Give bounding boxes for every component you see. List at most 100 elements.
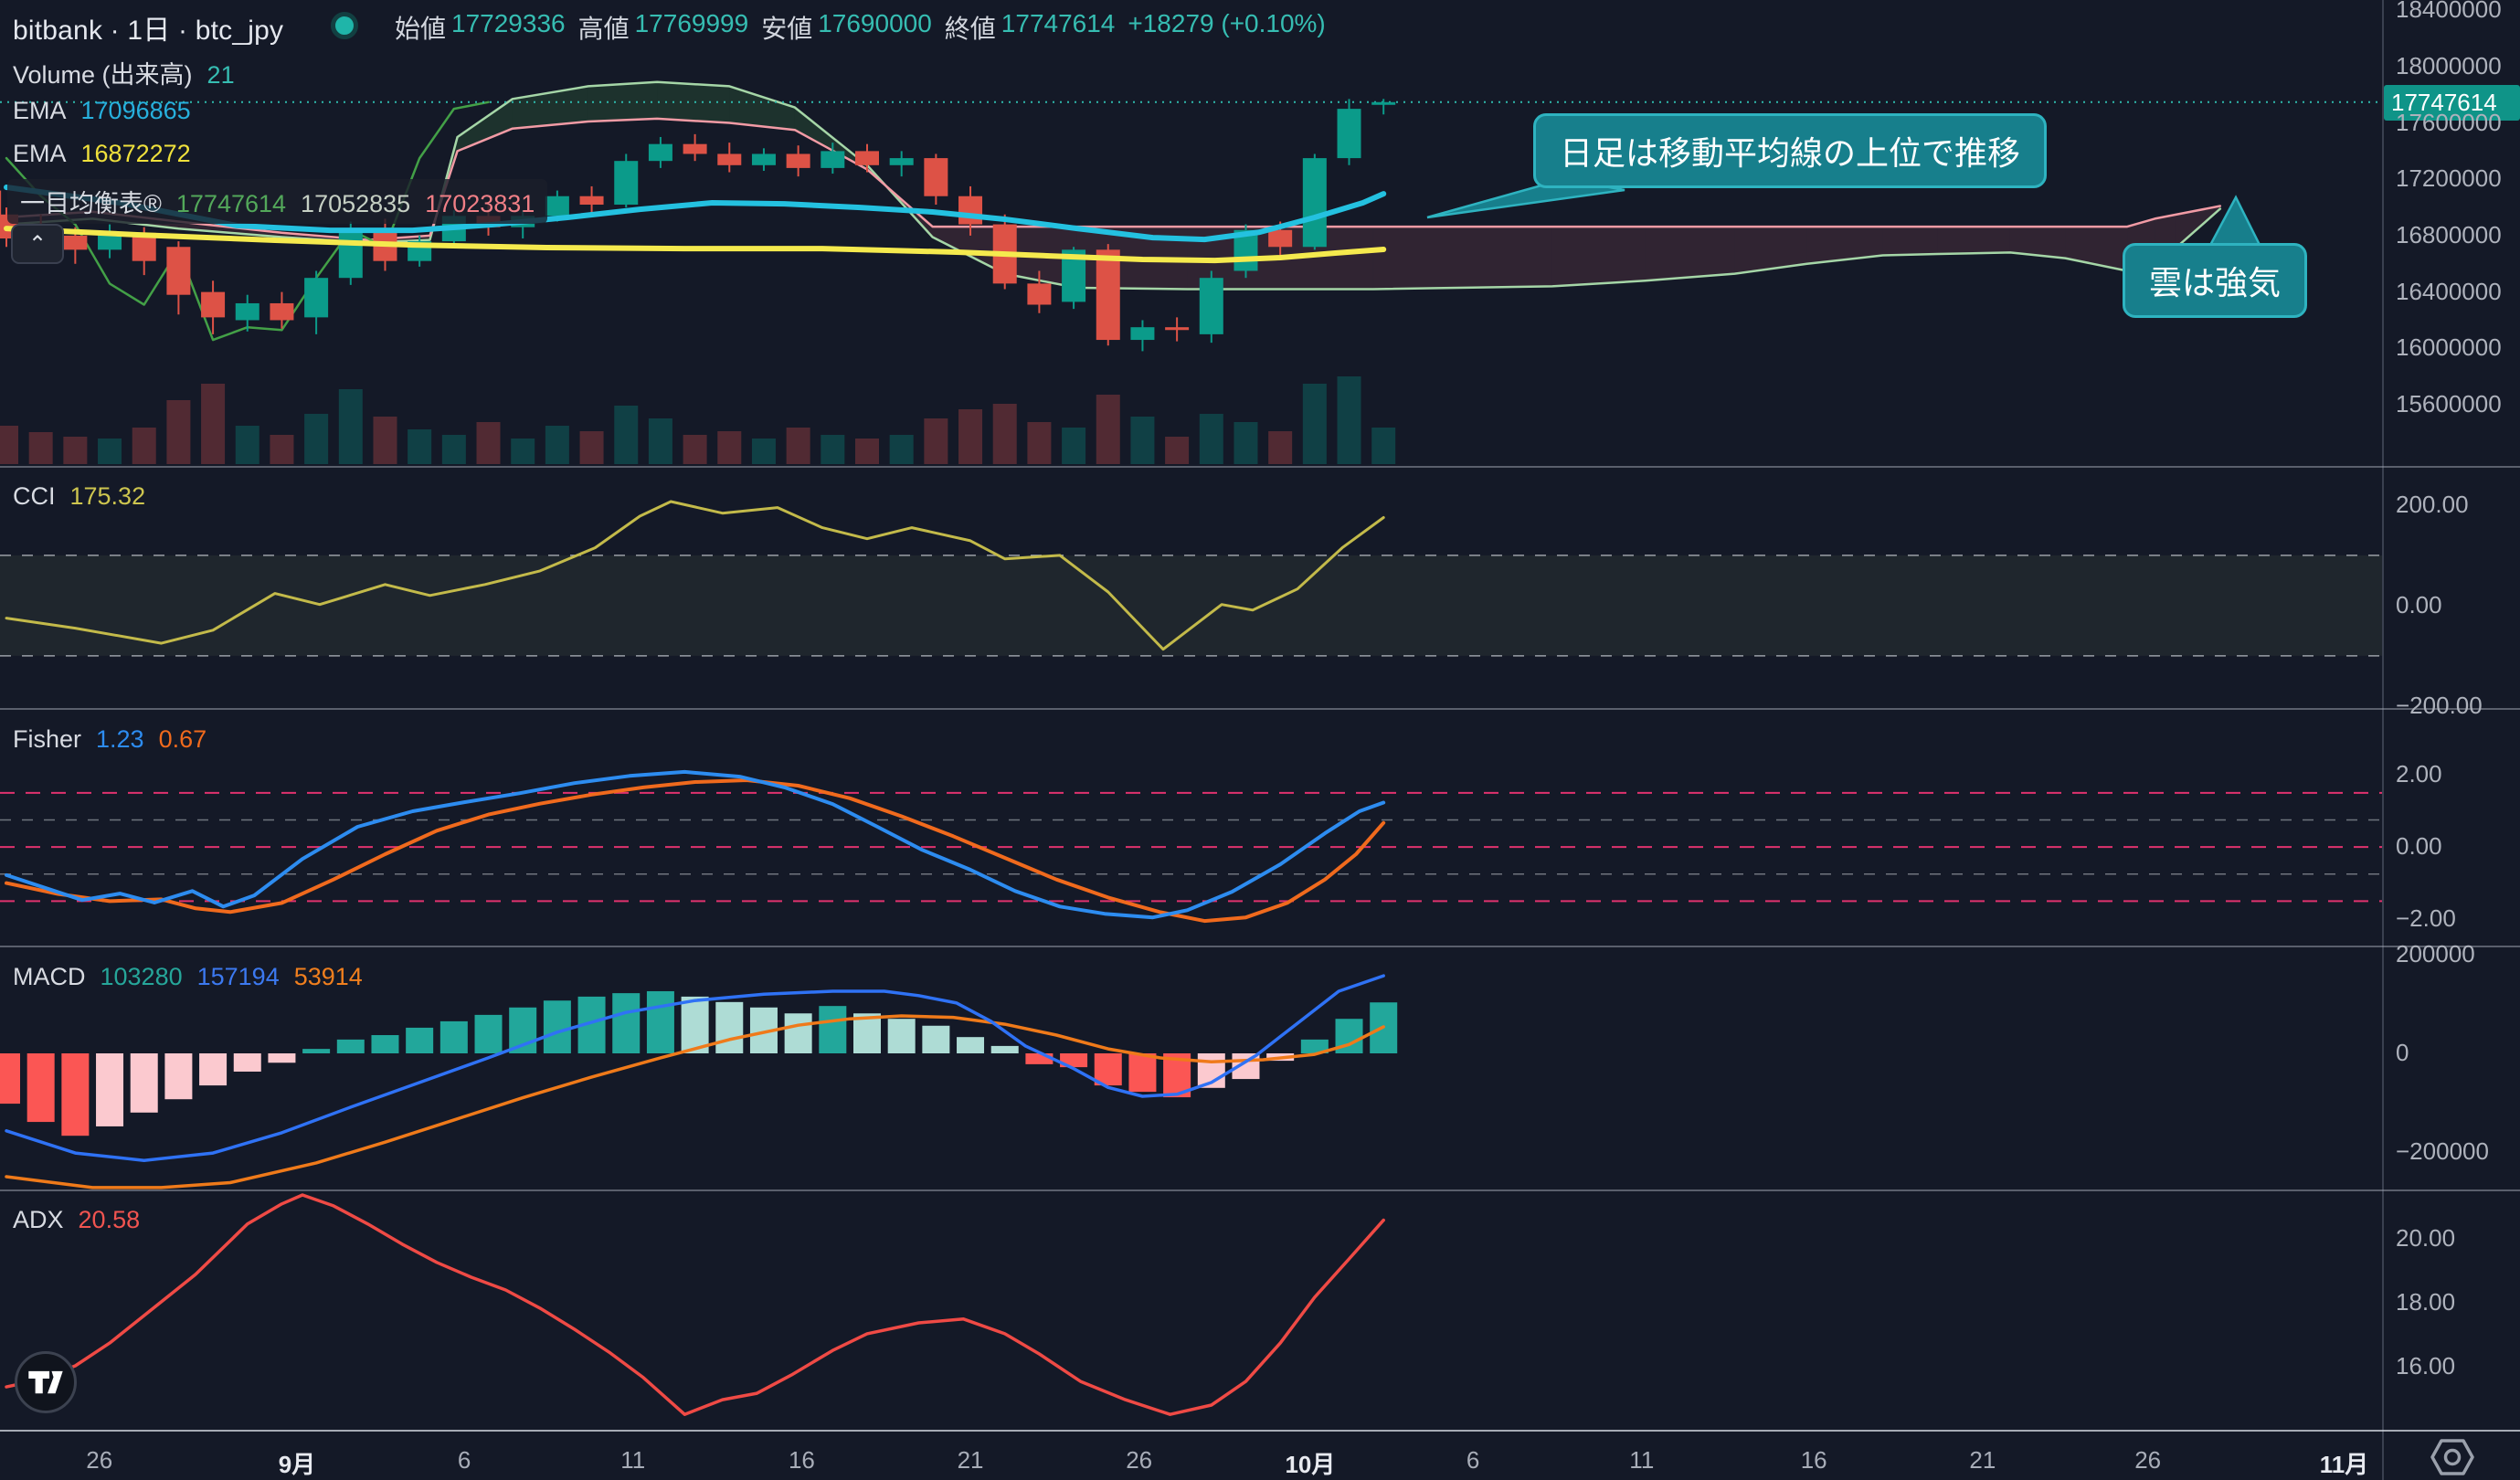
macd-histogram-bar (439, 1020, 468, 1054)
macd-axis-label[interactable]: −200000 (2396, 1137, 2489, 1165)
legend-collapse-button[interactable]: ⌃ (11, 224, 64, 264)
time-axis-label[interactable]: 11 (1629, 1446, 1655, 1474)
ichimoku-lead2-line (5, 117, 2222, 241)
time-axis-label[interactable]: 6 (1466, 1446, 1480, 1474)
close-value: 17747614 (1001, 9, 1116, 37)
volume-bar (924, 418, 948, 464)
low-label: 安値 (761, 15, 813, 43)
adx-axis-label[interactable]: 16.00 (2396, 1352, 2456, 1380)
time-axis-label[interactable]: 11 (620, 1446, 646, 1474)
macd-histogram-bar (26, 1053, 55, 1123)
macd-histogram-bar (853, 1013, 881, 1054)
time-axis-label[interactable]: 16 (1800, 1446, 1827, 1474)
cci-legend[interactable]: CCI 175.32 (13, 482, 145, 511)
candle-body (1302, 158, 1327, 248)
adx-axis-label[interactable]: 20.00 (2396, 1223, 2456, 1252)
time-axis-label[interactable]: 21 (957, 1446, 984, 1474)
time-axis-label[interactable]: 9月 (278, 1451, 316, 1478)
volume-bar (821, 435, 845, 464)
callout-ma-note[interactable]: 日足は移動平均線の上位で推移 (1533, 113, 2048, 188)
time-axis-label[interactable]: 6 (457, 1446, 471, 1474)
fisher-label: Fisher (13, 725, 82, 753)
macd-hist-value: 103280 (100, 963, 183, 990)
time-axis-divider[interactable] (0, 1430, 2520, 1432)
macd-histogram-bar (612, 993, 641, 1054)
time-axis-label[interactable]: 26 (1126, 1446, 1153, 1474)
time-axis-label[interactable]: 11月 (2319, 1451, 2369, 1478)
macd-legend[interactable]: MACD 103280 157194 53914 (13, 963, 363, 991)
pane-divider[interactable] (0, 466, 2520, 468)
ema-slow-legend[interactable]: EMA 16872272 (13, 140, 191, 168)
volume-bar (683, 435, 707, 464)
pane-divider[interactable] (0, 1189, 2520, 1191)
time-axis-label[interactable]: 16 (788, 1446, 815, 1474)
volume-bar (63, 437, 88, 464)
macd-histogram-bar (199, 1053, 228, 1086)
volume-bar (648, 418, 672, 464)
time-axis-label[interactable]: 26 (86, 1446, 113, 1474)
candle-body (924, 158, 948, 196)
fisher-axis-label[interactable]: 2.00 (2396, 760, 2442, 788)
candle-body (545, 196, 569, 217)
volume-bar (579, 431, 604, 464)
fisher-legend[interactable]: Fisher 1.23 0.67 (13, 725, 206, 754)
market-status-icon[interactable] (331, 12, 358, 39)
macd-histogram-bar (96, 1053, 124, 1126)
axis-settings-gear-icon[interactable] (2429, 1434, 2476, 1480)
ema-fast-legend[interactable]: EMA 17096865 (13, 97, 191, 125)
ichimoku-legend[interactable]: 一目均衡表® 17747614 17052835 17023831 (7, 179, 548, 224)
fisher-value: 1.23 (96, 725, 144, 753)
cci-axis-label[interactable]: −200.00 (2396, 691, 2483, 719)
time-axis-label[interactable]: 21 (1969, 1446, 1996, 1474)
main-axis-label[interactable]: 18400000 (2396, 0, 2502, 24)
volume-bar (992, 404, 1017, 464)
symbol-title[interactable]: bitbank · 1日 · btc_jpy (13, 16, 284, 46)
macd-histogram-bar (1300, 1039, 1329, 1054)
fisher-axis-label[interactable]: 0.00 (2396, 832, 2442, 861)
main-axis-label[interactable]: 16400000 (2396, 277, 2502, 305)
high-value: 17769999 (634, 9, 749, 37)
volume-bar (717, 431, 742, 464)
fisher-axis-label[interactable]: −2.00 (2396, 904, 2456, 933)
main-axis-label[interactable]: 15600000 (2396, 390, 2502, 418)
ichimoku-cloud (729, 86, 795, 131)
adx-legend[interactable]: ADX 20.58 (13, 1206, 140, 1234)
tradingview-logo[interactable] (15, 1351, 77, 1413)
candle-body (1130, 327, 1155, 341)
volume-legend[interactable]: Volume (出来高) 21 (13, 55, 235, 90)
ema-fast-value: 17096865 (80, 97, 191, 124)
candle-body (201, 291, 226, 318)
cci-value: 175.32 (69, 482, 146, 510)
macd-histogram-bar (406, 1027, 434, 1054)
candle-body (1268, 229, 1293, 248)
macd-line (5, 974, 1385, 1162)
main-axis-label[interactable]: 17200000 (2396, 164, 2502, 193)
volume-bar (958, 409, 983, 464)
main-axis-label[interactable]: 18000000 (2396, 51, 2502, 79)
volume-bar (201, 384, 226, 464)
macd-axis-label[interactable]: 0 (2396, 1039, 2409, 1066)
fisher-trigger-line (5, 778, 1386, 924)
macd-axis-label[interactable]: 200000 (2396, 939, 2475, 967)
volume-bar (132, 428, 156, 464)
volume-bar (511, 439, 535, 464)
macd-histogram-bar (474, 1014, 503, 1054)
adx-axis-label[interactable]: 18.00 (2396, 1287, 2456, 1316)
candle-body (98, 232, 122, 250)
close-label: 終値 (944, 15, 996, 43)
cci-axis-label[interactable]: 200.00 (2396, 490, 2469, 518)
main-axis-label[interactable]: 16800000 (2396, 220, 2502, 248)
main-axis-label[interactable]: 17600000 (2396, 108, 2502, 136)
pane-divider[interactable] (0, 946, 2520, 947)
volume-bar (1165, 437, 1190, 464)
cci-axis-label[interactable]: 0.00 (2396, 590, 2442, 618)
volume-bar (1062, 428, 1086, 464)
time-axis-label[interactable]: 26 (2134, 1446, 2162, 1474)
time-axis-label[interactable]: 10月 (1285, 1451, 1336, 1478)
candle-body (235, 302, 259, 321)
ichimoku-cloud (1551, 227, 1646, 287)
callout-cloud-note[interactable]: 雲は強気 (2123, 243, 2308, 318)
pane-divider[interactable] (0, 708, 2520, 710)
main-axis-label[interactable]: 16000000 (2396, 333, 2502, 362)
last-price-badge[interactable]: 17747614 (2384, 84, 2520, 121)
